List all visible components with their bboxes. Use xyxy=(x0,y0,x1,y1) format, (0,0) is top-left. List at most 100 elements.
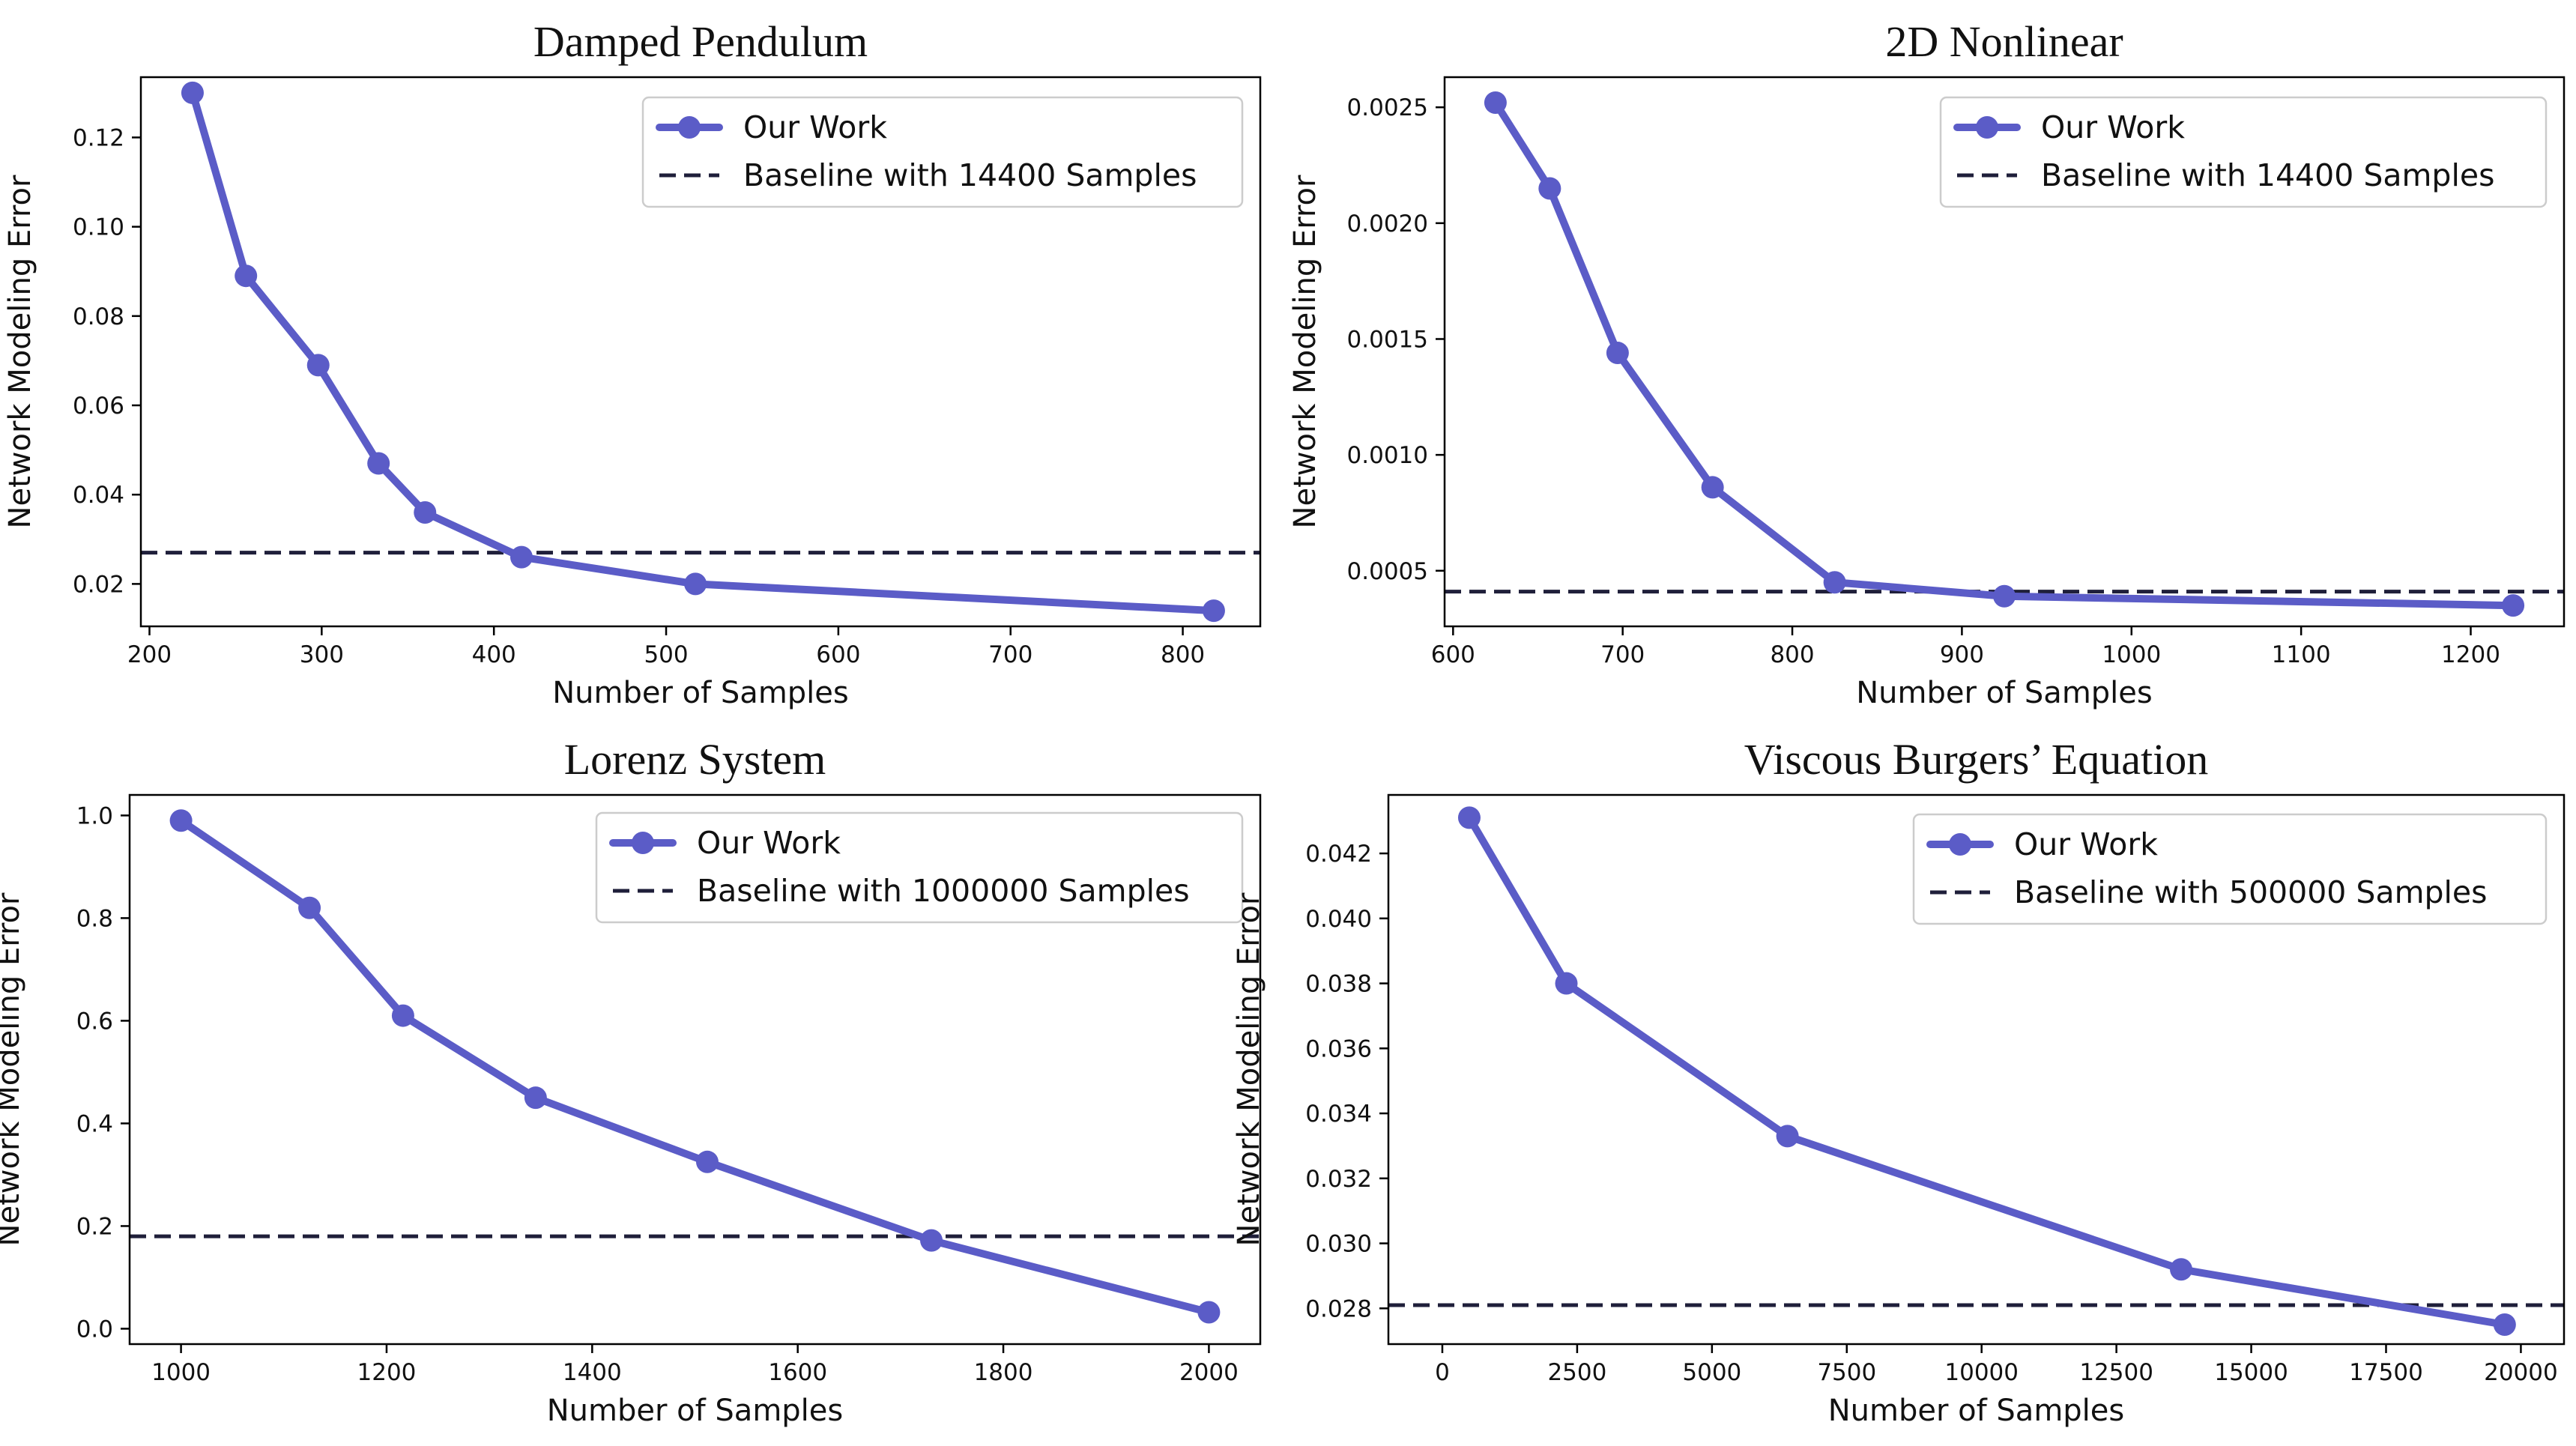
data-point xyxy=(306,354,330,377)
y-tick-label: 0.0 xyxy=(76,1316,113,1343)
x-tick-label: 12500 xyxy=(2079,1359,2153,1386)
legend-baseline-label: Baseline with 14400 Samples xyxy=(2041,157,2494,193)
x-axis-label: Number of Samples xyxy=(547,1394,844,1428)
y-tick-label: 0.042 xyxy=(1305,841,1372,868)
plot-frame xyxy=(128,793,1262,1346)
data-point xyxy=(1457,806,1481,829)
x-tick-label: 600 xyxy=(1431,641,1475,668)
damped-pendulum-chart: Damped Pendulum 200 300 400 500 600 700 800 0.02… xyxy=(3,17,1262,710)
data-point xyxy=(298,896,321,919)
data-point xyxy=(695,1150,719,1173)
x-tick-label: 200 xyxy=(127,641,172,668)
data-point xyxy=(2169,1258,2192,1281)
x-tick-label: 800 xyxy=(1161,641,1205,668)
legend-series-marker xyxy=(1976,116,1998,139)
legend-series-marker xyxy=(1949,833,1971,856)
x-tick-label: 900 xyxy=(1940,641,1984,668)
y-tick-label: 0.08 xyxy=(73,303,124,330)
y-tick-label: 0.04 xyxy=(73,482,124,509)
chart-title: 2D Nonlinear xyxy=(1885,17,2123,66)
chart-title: Lorenz System xyxy=(564,735,826,784)
y-tick-label: 0.6 xyxy=(76,1008,113,1035)
data-point xyxy=(2502,594,2525,617)
x-tick-label: 700 xyxy=(1600,641,1645,668)
y-tick-label: 0.0015 xyxy=(1347,326,1428,353)
legend-box xyxy=(1912,813,2548,925)
2d-nonlinear-chart: 2D Nonlinear 600 700 800 900 1000 1100 1200 0.00… xyxy=(1288,17,2566,710)
y-tick-label: 0.030 xyxy=(1305,1231,1372,1258)
data-point xyxy=(684,572,707,596)
data-point xyxy=(169,809,193,832)
y-axis-label: Network Modeling Error xyxy=(1288,175,1322,528)
x-tick-label: 800 xyxy=(1770,641,1814,668)
data-point xyxy=(1776,1125,1799,1148)
legend-series-marker xyxy=(632,832,654,854)
data-point xyxy=(1484,91,1507,115)
x-tick-label: 700 xyxy=(988,641,1032,668)
data-point xyxy=(367,452,390,475)
x-axis-label: Number of Samples xyxy=(552,676,849,710)
plot-frame xyxy=(1387,793,2566,1346)
legend-series-marker xyxy=(678,116,701,139)
x-tick-label: 1000 xyxy=(2102,641,2161,668)
x-axis-label: Number of Samples xyxy=(1828,1394,2125,1428)
legend-baseline-label: Baseline with 1000000 Samples xyxy=(697,873,1190,909)
y-tick-label: 0.040 xyxy=(1305,906,1372,933)
legend-baseline-label: Baseline with 14400 Samples xyxy=(743,157,1197,193)
data-point xyxy=(235,264,258,288)
data-point xyxy=(1555,972,1578,995)
x-tick-label: 1200 xyxy=(357,1359,417,1386)
y-axis-label: Network Modeling Error xyxy=(1232,892,1266,1246)
x-tick-label: 300 xyxy=(300,641,344,668)
x-tick-label: 600 xyxy=(816,641,860,668)
y-tick-label: 0.032 xyxy=(1305,1166,1372,1193)
data-point xyxy=(510,545,533,569)
y-tick-label: 0.038 xyxy=(1305,971,1372,998)
x-tick-label: 7500 xyxy=(1817,1359,1876,1386)
data-point xyxy=(1701,476,1724,499)
data-point xyxy=(1202,599,1225,623)
legend-box xyxy=(641,96,1244,208)
y-tick-label: 0.2 xyxy=(76,1213,113,1240)
y-tick-label: 0.034 xyxy=(1305,1101,1372,1128)
legend-series-label: Our Work xyxy=(2041,109,2185,145)
x-tick-label: 1800 xyxy=(974,1359,1033,1386)
data-point xyxy=(1823,571,1846,594)
x-tick-label: 500 xyxy=(644,641,688,668)
data-point xyxy=(414,501,437,524)
series-line-our-work xyxy=(189,88,1218,615)
data-point xyxy=(1993,584,2016,608)
chart-title: Damped Pendulum xyxy=(533,17,868,66)
legend-series-label: Our Work xyxy=(697,825,841,861)
y-tick-label: 1.0 xyxy=(76,802,113,829)
legend-box xyxy=(1939,96,2548,208)
data-point xyxy=(920,1229,943,1252)
y-tick-label: 0.10 xyxy=(73,214,124,241)
lorenz-system-chart: Lorenz System 1000 1200 1400 1600 1800 2000 0.0… xyxy=(0,735,1262,1428)
x-tick-label: 0 xyxy=(1435,1359,1450,1386)
y-tick-label: 0.0005 xyxy=(1347,558,1428,585)
y-tick-label: 0.06 xyxy=(73,393,124,420)
chart-title: Viscous Burgers’ Equation xyxy=(1744,735,2208,784)
x-tick-label: 1200 xyxy=(2441,641,2500,668)
x-tick-label: 10000 xyxy=(1944,1359,2019,1386)
x-tick-label: 2000 xyxy=(1179,1359,1239,1386)
x-tick-label: 400 xyxy=(472,641,516,668)
x-tick-label: 1100 xyxy=(2272,641,2331,668)
plot-frame xyxy=(1443,76,2566,628)
y-axis-label: Network Modeling Error xyxy=(3,175,37,528)
y-tick-label: 0.036 xyxy=(1305,1035,1372,1062)
x-axis-label: Number of Samples xyxy=(1856,676,2153,710)
legend-baseline-label: Baseline with 500000 Samples xyxy=(2014,874,2488,910)
y-tick-label: 0.0020 xyxy=(1347,211,1428,238)
data-point xyxy=(524,1086,547,1110)
y-tick-label: 0.0010 xyxy=(1347,442,1428,469)
y-tick-label: 0.8 xyxy=(76,905,113,932)
x-tick-label: 1000 xyxy=(151,1359,211,1386)
data-point xyxy=(1606,342,1629,365)
x-tick-label: 20000 xyxy=(2484,1359,2558,1386)
legend-series-label: Our Work xyxy=(2014,826,2158,862)
x-tick-label: 1600 xyxy=(768,1359,827,1386)
viscous-burgers-chart: Viscous Burgers’ Equation 0 2500 5000 7500 10… xyxy=(1232,735,2566,1428)
